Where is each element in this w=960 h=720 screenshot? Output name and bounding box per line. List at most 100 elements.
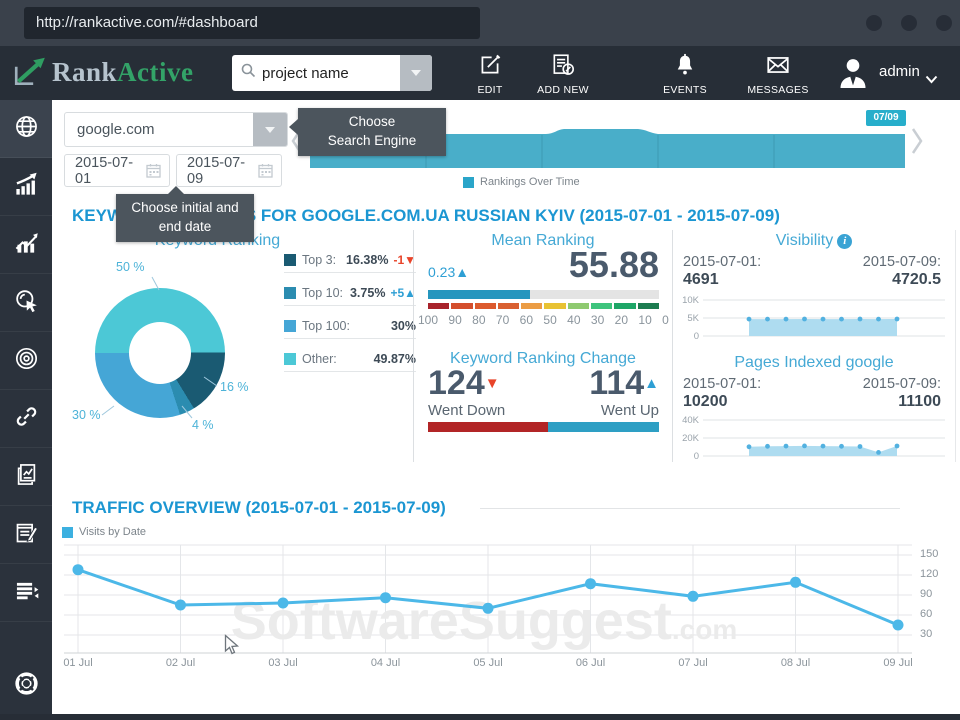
sidebar-item-notes[interactable] (0, 506, 52, 564)
user-avatar-icon[interactable] (833, 53, 873, 93)
nav-messages-button[interactable]: MESSAGES (732, 52, 824, 96)
mean-ranking-color-scale (428, 303, 659, 309)
legend-value: 3.75% (349, 286, 386, 300)
url-bar[interactable]: http://rankactive.com/#dashboard (24, 7, 480, 39)
tooltip-choose-dates: Choose initial and end date (116, 186, 254, 242)
date-to-field[interactable]: 2015-07-09 (176, 154, 282, 187)
user-menu[interactable]: admin (879, 63, 920, 80)
went-down-bar (428, 422, 549, 432)
scale-tick: 100 (418, 313, 439, 327)
nav-edit-button[interactable]: EDIT (462, 52, 518, 96)
pages-to-label: 2015-07-09: (862, 376, 941, 392)
legend-swatch (463, 176, 474, 188)
bar-chart-icon (13, 229, 40, 261)
svg-text:0: 0 (694, 451, 699, 462)
traffic-y-tick: 30 (920, 628, 933, 640)
window-control-dot[interactable] (901, 15, 917, 31)
mean-ranking-change: 0.23▲ (428, 264, 470, 280)
scale-tick: 40 (567, 313, 581, 327)
scale-segment (567, 303, 590, 309)
pages-to-value: 11100 (898, 393, 941, 410)
scale-tick: 20 (614, 313, 629, 327)
sidebar-item-rankings[interactable] (0, 158, 52, 216)
svg-text:0: 0 (694, 331, 699, 342)
pages-from-value: 10200 (683, 393, 728, 410)
traffic-y-tick: 60 (920, 608, 933, 620)
traffic-x-tick: 05 Jul (473, 657, 503, 669)
mean-ranking-panel: Mean Ranking 0.23▲ 55.88 100 90 80 70 60 50 40… (413, 230, 672, 462)
search-engine-select[interactable]: google.com (64, 112, 288, 147)
project-search-input[interactable] (262, 64, 400, 82)
window-control-dot[interactable] (936, 15, 952, 31)
scale-segment (451, 303, 473, 309)
legend-swatch (284, 353, 296, 365)
chevron-down-icon[interactable] (925, 71, 938, 89)
svg-text:SoftwareSuggest.com: SoftwareSuggest.com (231, 591, 737, 651)
notepad-icon (13, 519, 40, 551)
nav-label: ADD NEW (537, 84, 589, 96)
nav-label: EDIT (477, 84, 503, 96)
traffic-x-tick: 06 Jul (575, 657, 606, 669)
scale-tick: 50 (543, 313, 557, 327)
legend-change-up: +5▲ (390, 286, 416, 300)
donut-point-label: 4 % (192, 418, 214, 432)
legend-value: 49.87% (373, 352, 416, 366)
svg-text:40K: 40K (682, 415, 700, 426)
scale-segment (591, 303, 613, 309)
window-control-dot[interactable] (866, 15, 882, 31)
traffic-x-tick: 07 Jul (678, 657, 708, 669)
went-down-value: 124▼ (428, 364, 500, 402)
visibility-from-value: 4691 (683, 271, 719, 288)
logo-text-secondary: Active (117, 56, 194, 87)
nav-events-button[interactable]: EVENTS (650, 52, 720, 96)
pages-indexed-mini-chart[interactable]: 40K 20K 0 (677, 414, 949, 462)
report-icon (13, 461, 40, 493)
keyword-ranking-panel: Keyword Ranking 50 % 16 % 4 % 30 % Top 3… (52, 230, 416, 462)
rankactive-logo[interactable]: Rank Active (12, 56, 194, 88)
list-icon (13, 577, 40, 609)
donut-point-label: 30 % (72, 408, 101, 422)
sidebar-item-help[interactable] (0, 658, 52, 714)
date-from-field[interactable]: 2015-07-01 (64, 154, 170, 187)
sidebar-item-links[interactable] (0, 390, 52, 448)
date-to-value: 2015-07-09 (187, 154, 246, 187)
traffic-legend: Visits by Date (62, 526, 146, 538)
donut-point-label: 50 % (116, 260, 145, 274)
select-arrow-icon (253, 113, 287, 146)
project-search-dropdown[interactable] (400, 55, 432, 91)
search-icon (241, 63, 256, 83)
sidebar (0, 100, 52, 714)
sidebar-item-goals[interactable] (0, 332, 52, 390)
scale-segment (637, 303, 659, 309)
scale-tick: 80 (472, 313, 486, 327)
info-icon[interactable]: i (837, 234, 853, 249)
visits-by-date-chart[interactable]: SoftwareSuggest.com (64, 543, 912, 655)
heading-rule (480, 508, 900, 509)
traffic-x-tick: 09 Jul (883, 657, 913, 669)
went-down-label: Went Down (428, 402, 506, 419)
nav-add-new-button[interactable]: ADD NEW (520, 52, 606, 96)
legend-value: 30% (390, 319, 416, 333)
sidebar-item-reports[interactable] (0, 448, 52, 506)
visibility-panel: Visibility i 2015-07-01: 2015-07-09: 4691… (672, 230, 956, 462)
bell-icon (672, 52, 698, 83)
sidebar-item-analytics[interactable] (0, 216, 52, 274)
sidebar-item-lists[interactable] (0, 564, 52, 622)
scale-segment (497, 303, 520, 309)
visibility-to-label: 2015-07-09: (862, 254, 941, 270)
svg-text:5K: 5K (687, 313, 699, 324)
pages-indexed-title: Pages Indexed google (734, 354, 894, 371)
logo-arrow-icon (14, 57, 45, 85)
bottom-bar (0, 714, 960, 720)
envelope-icon (765, 52, 791, 83)
keyword-ranking-donut-chart[interactable] (95, 288, 225, 418)
strip-scroll-right[interactable] (910, 126, 924, 161)
sidebar-item-dashboard[interactable] (0, 100, 52, 158)
link-icon (13, 403, 40, 435)
ranking-change-title: Keyword Ranking Change (450, 350, 636, 367)
legend-swatch (62, 526, 73, 538)
keyword-ranking-legend: Top 3: 16.38% -1▼ Top 10: 3.75% +5▲ Top 100: 30… (284, 248, 416, 380)
sidebar-item-clicks[interactable] (0, 274, 52, 332)
visibility-mini-chart[interactable]: 10K 5K 0 (677, 294, 949, 342)
strip-legend: Rankings Over Time (463, 176, 580, 188)
